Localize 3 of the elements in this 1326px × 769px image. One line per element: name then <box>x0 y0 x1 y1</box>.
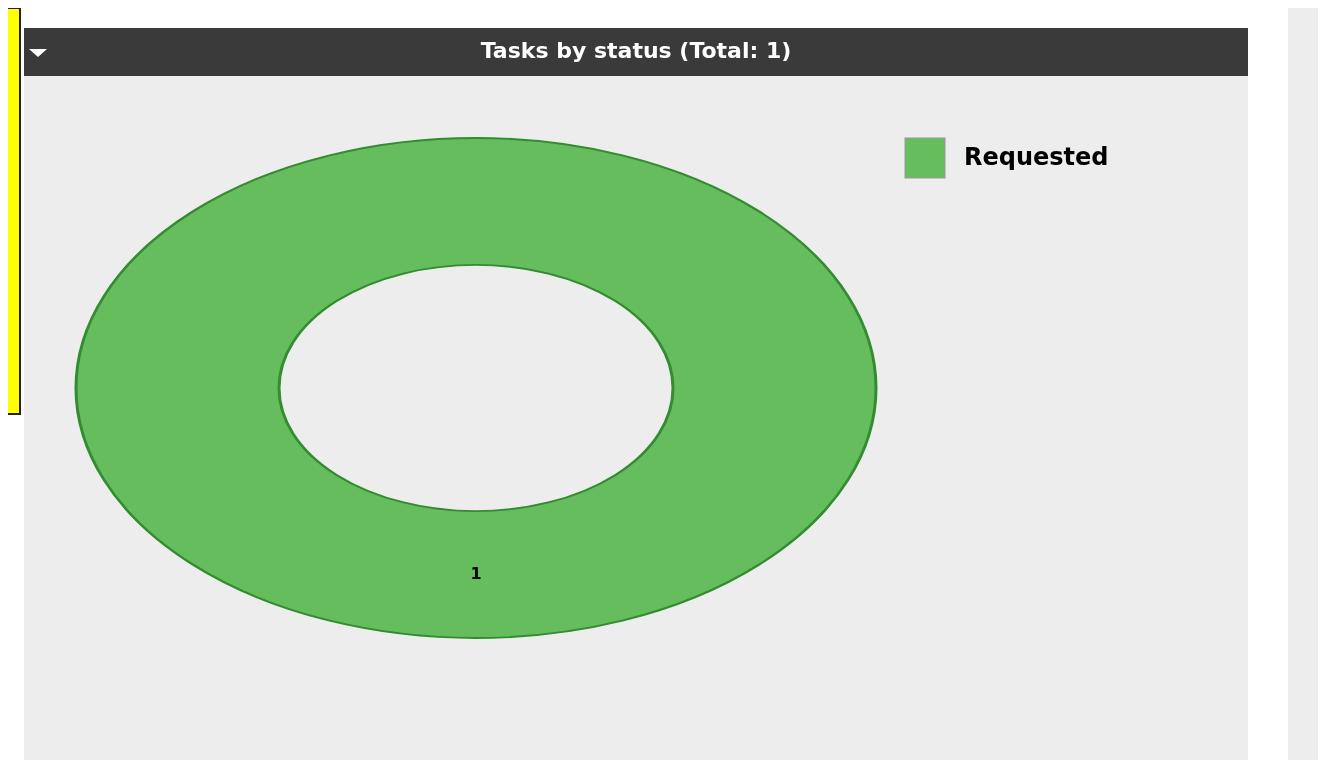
legend-label: Requested <box>964 143 1109 171</box>
chart-title: Tasks by status (Total: 1) <box>480 38 792 63</box>
data-label: 1 <box>470 564 482 584</box>
